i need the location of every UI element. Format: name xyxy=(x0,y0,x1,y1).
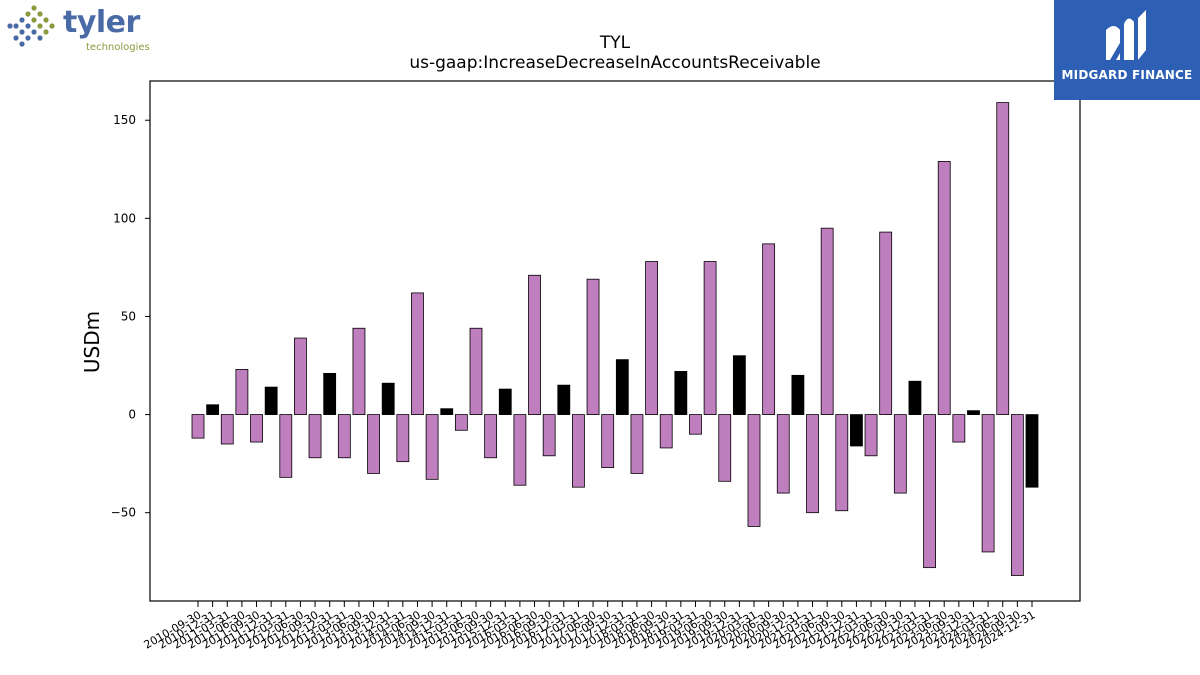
bars-layer xyxy=(191,102,1039,576)
bar-2020-03-31 xyxy=(747,414,761,527)
bar-2015-09-30 xyxy=(484,414,498,459)
bar-2015-06-30 xyxy=(469,327,483,415)
bar-2024-06-30 xyxy=(996,102,1010,415)
bar-2011-09-30 xyxy=(250,414,263,443)
bar-2016-03-31 xyxy=(513,414,527,486)
bar-2011-03-31 xyxy=(220,414,234,445)
y-tick-label: 150 xyxy=(113,113,136,127)
bar-2022-03-31 xyxy=(864,414,878,457)
bar-2012-12-31 xyxy=(323,372,337,415)
bar-2024-12-31 xyxy=(1025,414,1039,488)
bar-2021-12-31 xyxy=(850,414,863,447)
tyler-subtitle: technologies xyxy=(86,42,150,53)
bar-2012-06-30 xyxy=(294,337,307,415)
bar-2020-12-31 xyxy=(791,374,805,415)
chart-subtitle: us-gaap:IncreaseDecreaseInAccountsReceiv… xyxy=(409,53,820,73)
bar-2016-12-31 xyxy=(557,384,571,415)
y-axis-label: USDm xyxy=(80,311,104,373)
bar-2016-09-30 xyxy=(542,414,556,457)
y-tick-label: 0 xyxy=(128,408,136,422)
bar-2013-06-30 xyxy=(352,327,366,415)
bar-2016-06-30 xyxy=(528,274,541,415)
bar-2015-12-31 xyxy=(498,388,512,415)
bar-2018-12-31 xyxy=(674,371,688,415)
bar-2023-03-31 xyxy=(923,414,936,569)
bar-2013-03-31 xyxy=(337,414,351,459)
bar-2014-03-31 xyxy=(396,414,410,463)
bar-2019-12-31 xyxy=(732,355,746,415)
y-tick-label: −50 xyxy=(111,506,136,520)
y-tick-label: 50 xyxy=(121,309,136,323)
bar-2023-06-30 xyxy=(937,161,951,415)
midgard-finance-logo: MIDGARD FINANCE xyxy=(1054,0,1200,100)
bar-2020-09-30 xyxy=(776,414,790,494)
tyler-dots-icon xyxy=(7,5,55,47)
midgard-finance-name: MIDGARD FINANCE xyxy=(1061,68,1193,82)
bar-2011-06-30 xyxy=(235,369,249,415)
bar-2010-09-30 xyxy=(191,414,205,439)
tyler-wordmark: tyler xyxy=(63,5,140,40)
bar-2014-09-30 xyxy=(425,414,439,480)
bar-2024-03-31 xyxy=(981,414,995,553)
bar-2022-12-31 xyxy=(908,380,922,415)
bar-2014-12-31 xyxy=(440,408,454,415)
y-tick-label: 100 xyxy=(113,211,136,225)
bar-2014-06-30 xyxy=(411,292,424,415)
bar-2019-06-30 xyxy=(703,261,717,415)
bar-2021-09-30 xyxy=(835,414,849,512)
bar-2017-03-31 xyxy=(572,414,585,488)
tyler-technologies-logo: tyler technologies xyxy=(4,4,154,54)
bar-2018-03-31 xyxy=(630,414,644,474)
plot-frame xyxy=(149,80,1081,602)
x-axis: 2010-09-302010-12-312011-03-312011-06-30… xyxy=(142,601,1038,652)
bar-2019-03-31 xyxy=(689,414,702,435)
bar-2018-06-30 xyxy=(645,261,658,415)
bar-2013-12-31 xyxy=(381,382,395,415)
bar-2023-12-31 xyxy=(967,410,980,415)
bar-2021-03-31 xyxy=(806,414,819,514)
bar-2023-09-30 xyxy=(952,414,966,443)
bar-2022-09-30 xyxy=(893,414,907,494)
y-axis: −50 0 50 100 150 xyxy=(111,113,150,520)
midgard-emblem-icon xyxy=(1106,10,1146,61)
bar-2017-09-30 xyxy=(601,414,615,468)
bar-2020-06-30 xyxy=(762,243,776,415)
bar-2012-03-31 xyxy=(279,414,293,478)
bar-2021-06-30 xyxy=(820,227,834,415)
bar-2017-06-30 xyxy=(586,278,600,415)
bar-2018-09-30 xyxy=(659,414,673,449)
bar-2013-09-30 xyxy=(367,414,380,474)
bar-2010-12-31 xyxy=(206,404,220,415)
chart-title: TYL xyxy=(599,33,631,53)
bar-2011-12-31 xyxy=(264,386,278,415)
bar-2012-09-30 xyxy=(308,414,322,459)
bar-2019-09-30 xyxy=(718,414,732,482)
bar-2024-09-30 xyxy=(1010,414,1024,576)
bar-2017-12-31 xyxy=(615,359,629,415)
bar-2022-06-30 xyxy=(879,231,893,415)
bar-2015-03-31 xyxy=(454,414,468,431)
